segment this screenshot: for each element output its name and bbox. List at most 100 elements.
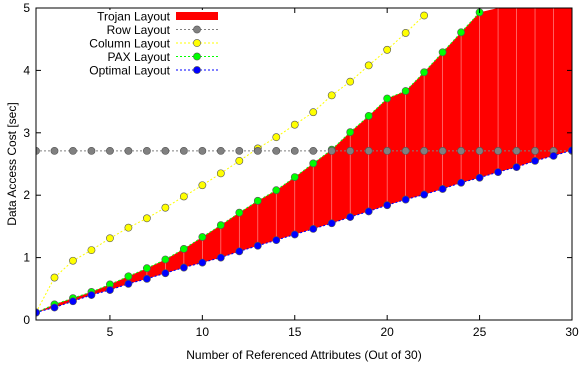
legend-entry-pax-layout: PAX Layout (46, 50, 222, 64)
point-pax-layout (309, 159, 318, 168)
point-optimal-layout (346, 213, 355, 221)
point-row-layout (161, 146, 170, 155)
point-optimal-layout (457, 178, 466, 187)
legend-label: PAX Layout (108, 50, 171, 64)
point-row-layout (531, 146, 539, 155)
point-column-layout (309, 108, 318, 117)
point-column-layout (179, 192, 188, 201)
point-column-layout (401, 29, 410, 37)
point-optimal-layout (383, 201, 392, 210)
series-line-column-layout (36, 15, 425, 313)
point-optimal-layout (475, 173, 484, 182)
point-column-layout (327, 91, 336, 100)
point-row-layout (512, 146, 521, 155)
point-row-layout (69, 146, 77, 155)
point-row-layout (475, 146, 484, 155)
point-row-layout (216, 146, 225, 155)
point-row-layout (364, 146, 373, 155)
point-column-layout (346, 77, 355, 86)
point-row-layout (253, 146, 262, 155)
point-pax-layout (457, 28, 466, 37)
point-optimal-layout (531, 156, 539, 165)
point-pax-layout (346, 128, 355, 137)
x-tick-label: 20 (380, 325, 394, 339)
point-optimal-layout (179, 263, 188, 272)
point-column-layout (272, 133, 281, 142)
point-pax-layout (272, 186, 281, 195)
area-trojan-layout (36, 8, 572, 313)
point-optimal-layout (50, 303, 59, 312)
legend-label: Trojan Layout (97, 10, 171, 24)
point-row-layout (198, 146, 207, 155)
point-column-layout (87, 246, 96, 255)
point-optimal-layout (69, 297, 77, 306)
y-tick-label: 3 (23, 126, 30, 140)
point-pax-layout (383, 94, 392, 103)
point-row-layout (438, 146, 447, 155)
point-column-layout (142, 214, 151, 223)
legend-marker (193, 66, 201, 74)
point-column-layout (106, 234, 114, 243)
point-column-layout (124, 223, 133, 232)
legend-entry-row-layout: Row Layout (46, 23, 222, 37)
point-row-layout (87, 146, 96, 155)
point-column-layout (69, 256, 77, 265)
x-tick-label: 15 (288, 325, 302, 339)
x-tick-label: 5 (107, 325, 114, 339)
y-axis-title: Data Access Cost [sec] (5, 102, 19, 225)
axes-frame (35, 7, 573, 321)
plot-area (36, 8, 572, 317)
point-optimal-layout (87, 291, 96, 299)
point-column-layout (420, 11, 429, 20)
plot-border (35, 7, 573, 321)
point-optimal-layout (549, 151, 558, 160)
x-tick-label: 30 (565, 325, 579, 339)
legend-label: Optimal Layout (89, 64, 170, 78)
legend-entry-background (46, 50, 222, 64)
point-pax-layout (198, 233, 207, 241)
point-optimal-layout (290, 230, 299, 239)
point-pax-layout (364, 112, 373, 120)
point-optimal-layout (512, 163, 521, 172)
point-optimal-layout (327, 219, 336, 228)
point-pax-layout (253, 196, 262, 205)
point-optimal-layout (216, 253, 225, 262)
point-optimal-layout (272, 236, 281, 245)
point-row-layout (124, 146, 133, 155)
point-column-layout (364, 61, 373, 70)
y-tick-label: 5 (23, 1, 30, 15)
legend-marker (193, 52, 201, 61)
point-row-layout (383, 146, 392, 155)
legend-marker (193, 25, 201, 34)
point-optimal-layout (568, 146, 572, 155)
point-row-layout (142, 146, 151, 155)
point-column-layout (161, 203, 170, 212)
point-row-layout (309, 146, 318, 155)
point-row-layout (106, 146, 114, 155)
point-row-layout (420, 146, 429, 155)
point-pax-layout (401, 87, 410, 95)
y-tick-label: 0 (23, 313, 30, 327)
legend-entry-trojan-layout: Trojan Layout (46, 10, 222, 24)
point-pax-layout (438, 48, 447, 57)
point-row-layout (50, 146, 59, 155)
point-row-layout (235, 146, 244, 155)
y-tick-label: 4 (23, 63, 30, 77)
point-optimal-layout (161, 269, 170, 278)
point-optimal-layout (106, 286, 114, 294)
point-row-layout (494, 146, 502, 155)
point-column-layout (235, 156, 244, 165)
point-column-layout (198, 181, 207, 190)
point-optimal-layout (253, 241, 262, 250)
legend-marker (193, 39, 201, 47)
point-column-layout (50, 273, 59, 282)
point-optimal-layout (438, 185, 447, 193)
point-pax-layout (142, 264, 151, 273)
point-optimal-layout (124, 279, 133, 288)
point-optimal-layout (309, 224, 318, 233)
x-axis-title: Number of Referenced Attributes (Out of … (186, 348, 421, 362)
point-row-layout (327, 146, 336, 155)
x-tick-label: 25 (473, 325, 487, 339)
point-optimal-layout (142, 274, 151, 283)
